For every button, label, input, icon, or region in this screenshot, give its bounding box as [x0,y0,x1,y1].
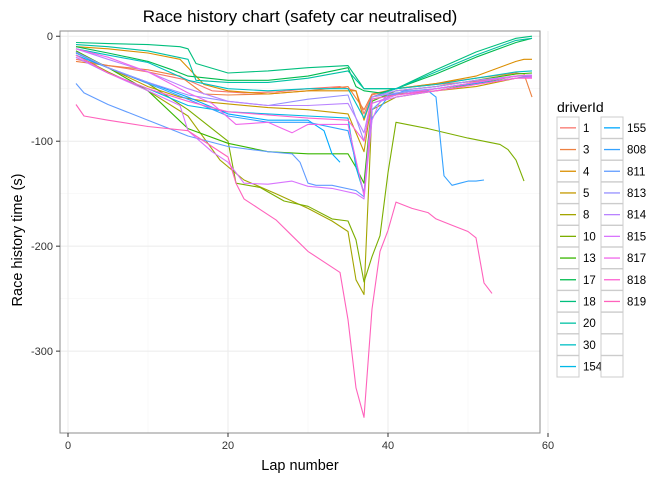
series-line-818 [75,54,532,142]
y-tick-label: -300 [31,346,53,358]
y-tick-label: 0 [47,31,53,43]
series-line-808 [75,52,485,195]
legend-label-811: 811 [627,166,645,178]
legend-label-155: 155 [627,123,646,135]
legend-label-819: 819 [627,296,646,308]
x-axis-ticks: 0 20 40 60 [65,433,554,452]
legend-label-17: 17 [583,275,596,287]
legend-label-30: 30 [583,340,596,352]
legend-label-1: 1 [583,123,589,135]
legend-label-20: 20 [583,318,596,330]
series-line-817 [75,48,532,197]
series-lines [75,35,533,418]
legend-label-813: 813 [627,188,646,200]
y-axis-ticks: 0 -100 -200 -300 [31,31,60,358]
legend-label-814: 814 [627,210,647,222]
x-tick-label: 0 [65,440,71,452]
x-tick-label: 60 [542,440,554,452]
x-axis-title: Lap number [261,458,339,474]
series-line-20 [75,37,533,90]
legend-label-815: 815 [627,231,646,243]
y-axis-title: Race history time (s) [10,174,26,307]
y-tick-label: -100 [31,136,53,148]
plot-panel-border [59,30,541,434]
legend-label-4: 4 [583,166,590,178]
legend-label-8: 8 [583,210,589,222]
legend-label-817: 817 [627,253,646,265]
legend-label-154: 154 [583,362,603,374]
series-line-1 [75,58,533,115]
series-line-4 [75,46,532,121]
legend: driverId 1345810131718203015415580881181… [556,99,647,378]
series-line-815 [75,56,533,200]
legend-key-empty [600,311,624,335]
x-tick-label: 40 [382,440,394,452]
chart-title: Race history chart (safety car neutralis… [143,7,458,26]
series-line-819 [75,104,493,418]
series-line-17 [75,37,533,94]
legend-label-10: 10 [583,231,596,243]
legend-items: 1345810131718203015415580881181381481581… [556,116,647,378]
legend-key-empty [600,355,624,378]
series-line-813 [75,51,533,142]
legend-key-empty [600,333,624,356]
series-line-814 [75,48,533,134]
series-line-811 [75,75,532,198]
legend-label-13: 13 [583,253,596,265]
y-tick-label: -200 [31,241,53,253]
series-line-18 [75,35,533,90]
legend-label-808: 808 [627,145,646,157]
x-tick-label: 20 [222,440,234,452]
legend-label-818: 818 [627,275,646,287]
series-line-30 [75,48,533,119]
legend-title: driverId [557,99,604,115]
legend-label-5: 5 [583,188,589,200]
series-line-10 [75,52,525,283]
legend-label-18: 18 [583,296,596,308]
legend-label-3: 3 [583,145,589,157]
